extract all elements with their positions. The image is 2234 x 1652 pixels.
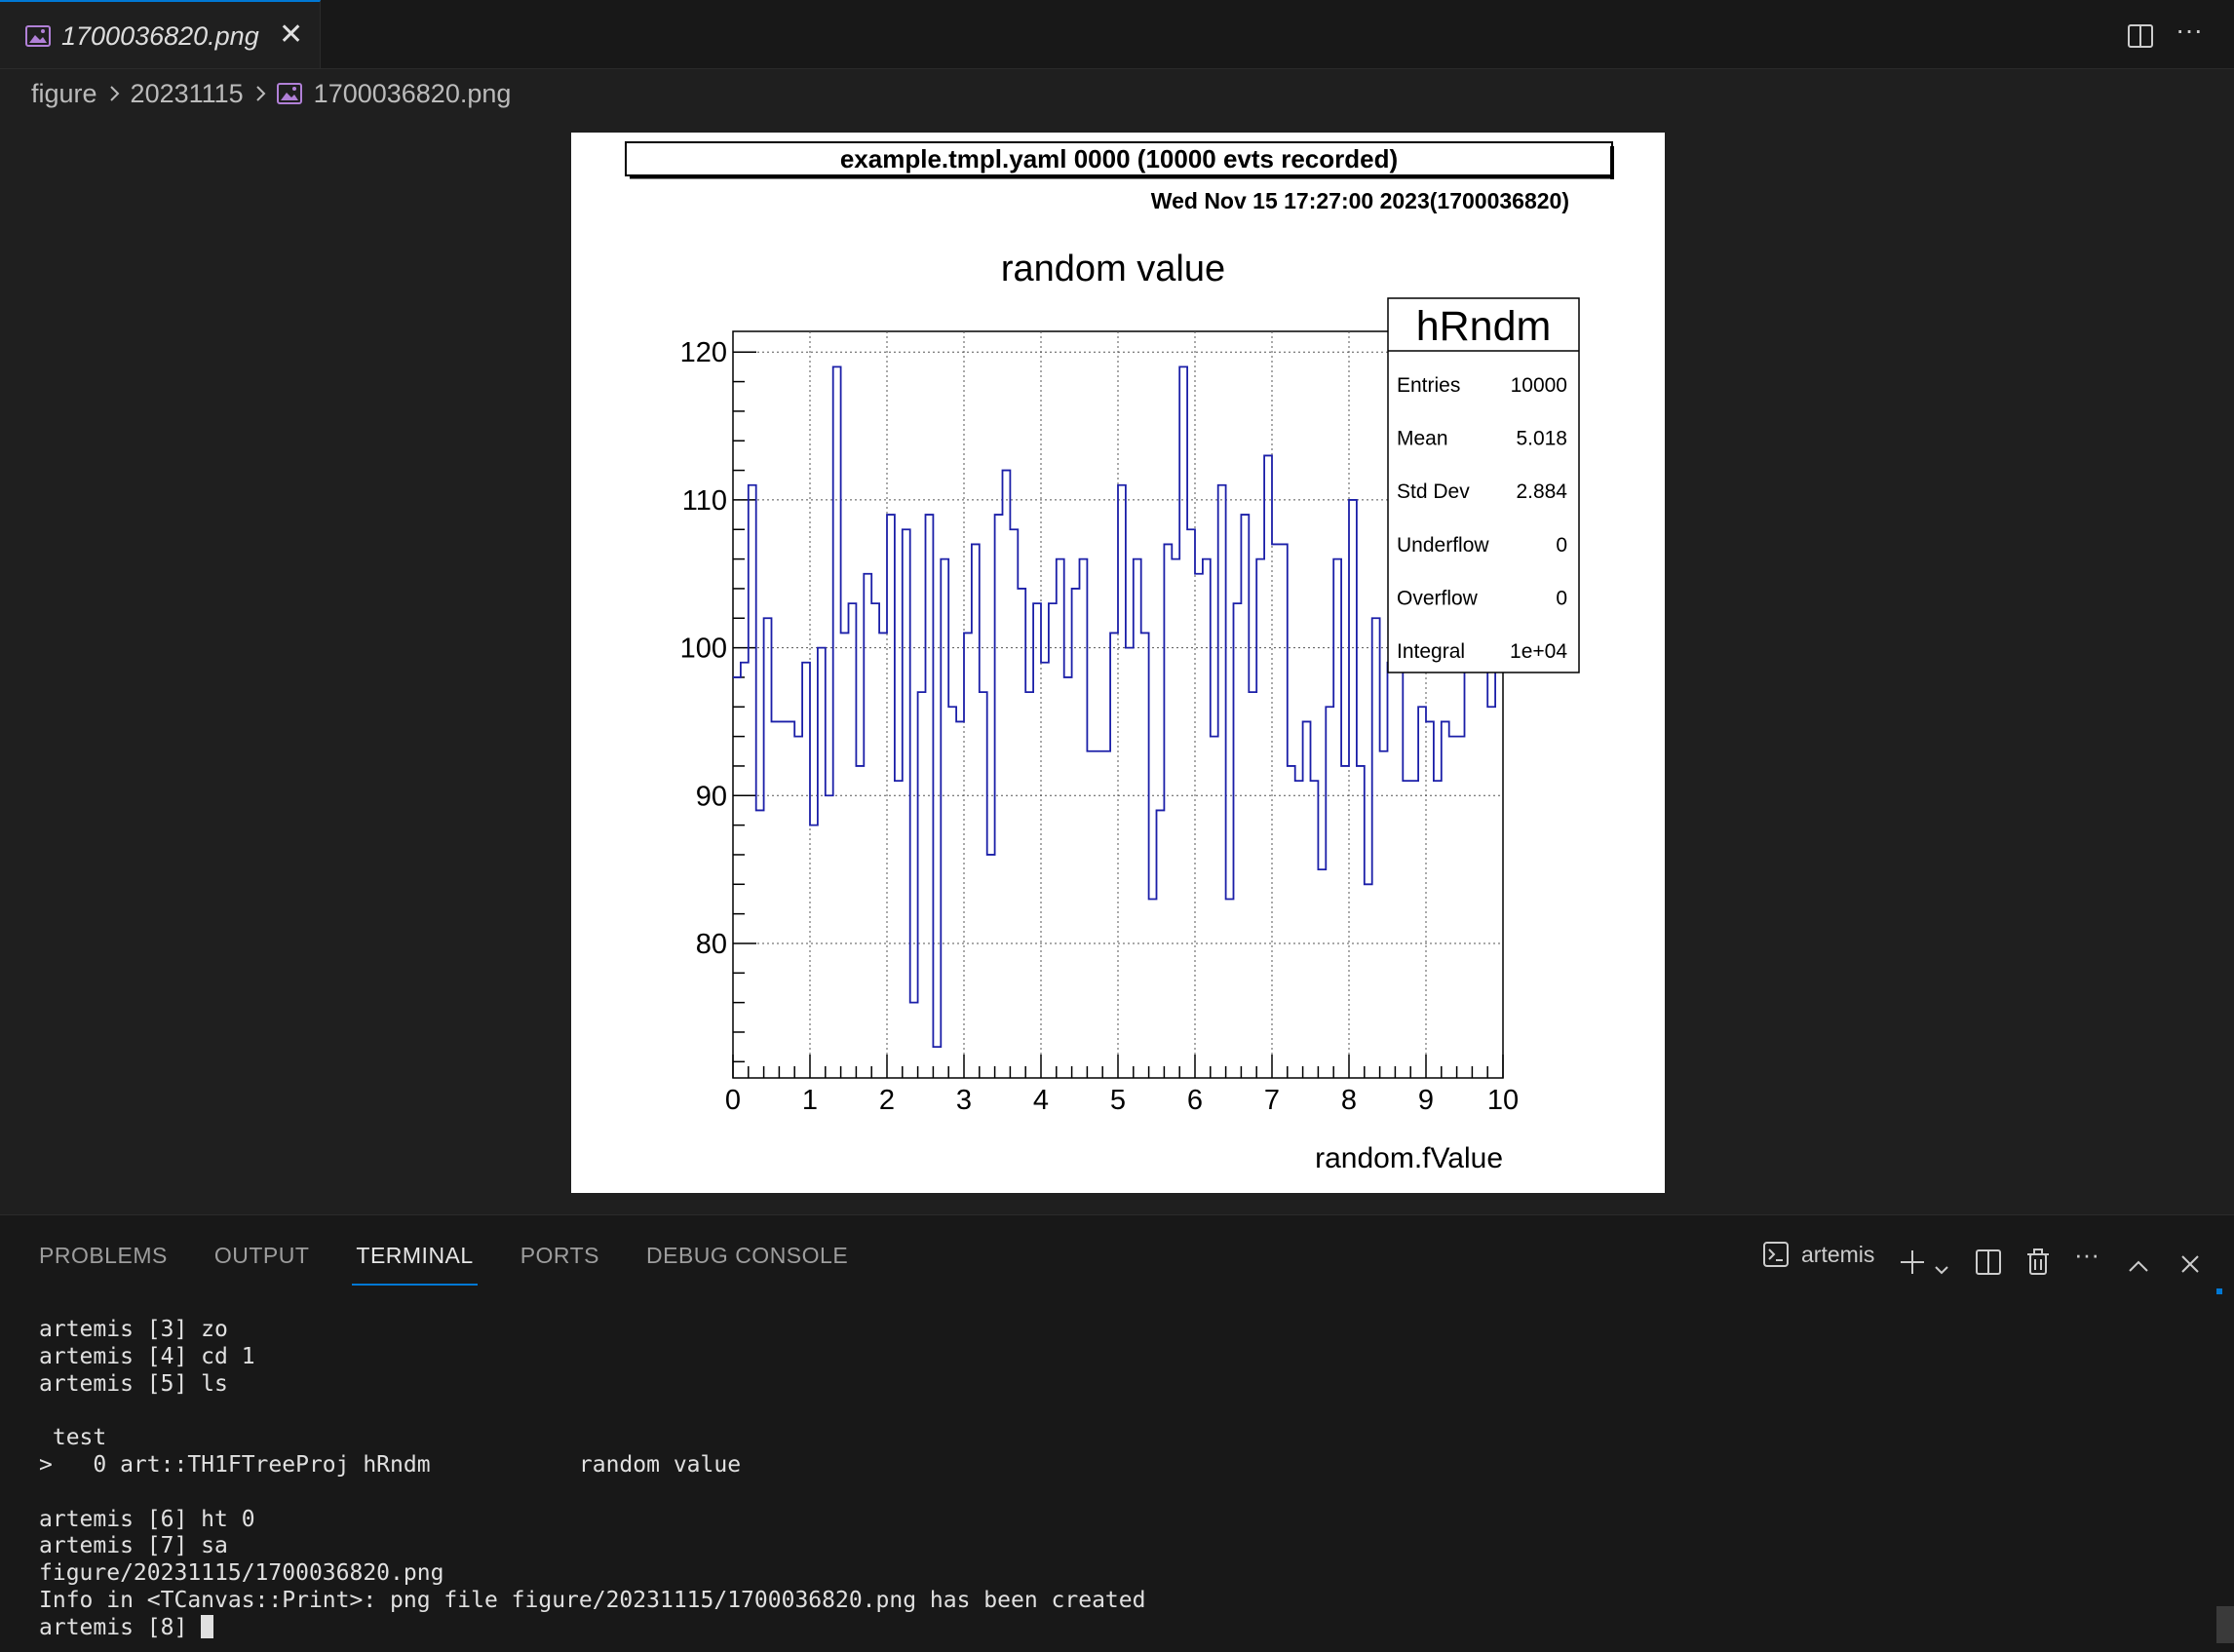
y-tick-label: 90 [696,781,727,812]
split-editor-icon[interactable] [2127,23,2154,49]
terminal-name: artemis [1801,1241,1875,1267]
tab-label: 1700036820.png [61,21,259,51]
panel-tabs: PROBLEMS OUTPUT TERMINAL PORTS DEBUG CON… [39,1237,895,1286]
terminal-icon [1763,1242,1789,1267]
x-tick-label: 4 [1033,1085,1049,1116]
x-tick-label: 6 [1187,1085,1203,1116]
terminal-line: test [39,1425,107,1451]
terminal-line [39,1398,1145,1425]
chart-title: random value [1001,249,1225,289]
terminal-line: artemis [7] sa [39,1533,228,1559]
chevron-right-icon [255,86,266,101]
breadcrumb-item-figure[interactable]: figure [31,78,97,108]
x-tick-label: 8 [1341,1085,1357,1116]
editor-tab-image[interactable]: 1700036820.png ✕ [0,0,321,68]
terminal-prompt[interactable]: artemis [8] [39,1614,1145,1642]
x-tick-label: 3 [956,1085,972,1116]
stats-label: Integral [1397,640,1465,663]
x-tick-label: 2 [879,1085,895,1116]
stats-label: Entries [1397,374,1460,397]
terminal-line: Info in <TCanvas::Print>: png file figur… [39,1587,1146,1613]
image-file-icon [25,25,51,47]
plot-area: 0 1 2 3 4 5 6 7 8 9 10 80 90 100 110 120 [680,330,1519,1116]
breadcrumb: figure 20231115 1700036820.png [31,74,511,113]
x-tick-label: 5 [1110,1085,1126,1116]
terminal-line: > 0 art::TH1FTreeProj hRndm random value [39,1451,742,1478]
stats-box: hRndm Entries 10000 Mean 5.018 Std Dev 2.884 U… [1387,297,1580,673]
tab-terminal[interactable]: TERMINAL [352,1237,478,1286]
figure-date: Wed Nov 15 17:27:00 2023(1700036820) [1151,188,1569,213]
image-preview[interactable]: example.tmpl.yaml 0000 (10000 evts recor… [571,133,1665,1193]
x-tick-label: 9 [1418,1085,1434,1116]
stats-label: Mean [1397,428,1448,450]
terminal-scrollbar[interactable] [2216,1606,2234,1643]
tab-ports[interactable]: PORTS [520,1243,600,1268]
stats-value: 10000 [1511,374,1567,397]
y-tick-label: 110 [682,485,727,517]
breadcrumb-item-date[interactable]: 20231115 [130,78,244,108]
chevron-down-icon[interactable] [1934,1249,1949,1291]
x-tick-label: 1 [802,1085,818,1116]
terminal-cursor [201,1614,214,1638]
stats-label: Std Dev [1397,480,1470,503]
stats-value: 0 [1556,587,1567,609]
panel-more-icon[interactable]: ··· [2074,1239,2099,1269]
histogram-line [733,365,1503,1049]
close-tab-icon[interactable]: ✕ [279,19,304,51]
trash-icon[interactable] [2025,1241,2051,1284]
terminal-selector[interactable]: artemis [1762,1233,1874,1276]
tab-output[interactable]: OUTPUT [213,1243,310,1268]
image-file-icon [276,83,302,104]
breadcrumb-item-file[interactable]: 1700036820.png [313,78,512,108]
terminal-line [39,1479,1145,1507]
maximize-panel-icon[interactable] [2127,1245,2150,1287]
x-tick-label: 7 [1264,1085,1280,1116]
terminal-line: artemis [5] ls [39,1370,228,1397]
split-terminal-icon[interactable] [1975,1241,2002,1284]
histogram-figure: example.tmpl.yaml 0000 (10000 evts recor… [625,141,1614,1174]
x-axis-label: random.fValue [1315,1142,1503,1174]
y-tick-label: 80 [696,929,727,960]
tab-problems[interactable]: PROBLEMS [39,1243,168,1268]
y-tick-label: 100 [680,634,727,665]
chevron-right-icon [109,86,119,101]
scroll-marker [2216,1288,2222,1294]
terminal-line: artemis [4] cd 1 [39,1343,255,1369]
x-tick-label: 0 [725,1085,741,1116]
editor-tab-bar: 1700036820.png ✕ ··· [0,0,2234,69]
terminal-line: figure/20231115/1700036820.png [39,1560,444,1587]
stats-label: Overflow [1397,587,1479,609]
close-panel-icon[interactable] [2179,1243,2201,1286]
stats-value: 2.884 [1516,480,1567,503]
x-tick-label: 10 [1487,1085,1519,1116]
bottom-panel: PROBLEMS OUTPUT TERMINAL PORTS DEBUG CON… [0,1214,2234,1652]
tab-debug-console[interactable]: DEBUG CONSOLE [646,1243,849,1268]
stats-value: 0 [1556,534,1567,557]
terminal-line: artemis [6] ht 0 [39,1506,255,1532]
y-tick-label: 120 [680,337,727,368]
terminal-output[interactable]: artemis [3] zo artemis [4] cd 1 artemis [5… [39,1317,1145,1642]
figure-header: example.tmpl.yaml 0000 (10000 evts recor… [840,144,1398,173]
stats-value: 5.018 [1516,428,1567,450]
stats-label: Underflow [1397,534,1489,557]
stats-value: 1e+04 [1510,640,1567,663]
more-actions-icon[interactable]: ··· [2176,15,2203,45]
stats-title: hRndm [1416,303,1552,350]
new-terminal-icon[interactable] [1899,1241,1926,1284]
terminal-line: artemis [3] zo [39,1317,228,1342]
